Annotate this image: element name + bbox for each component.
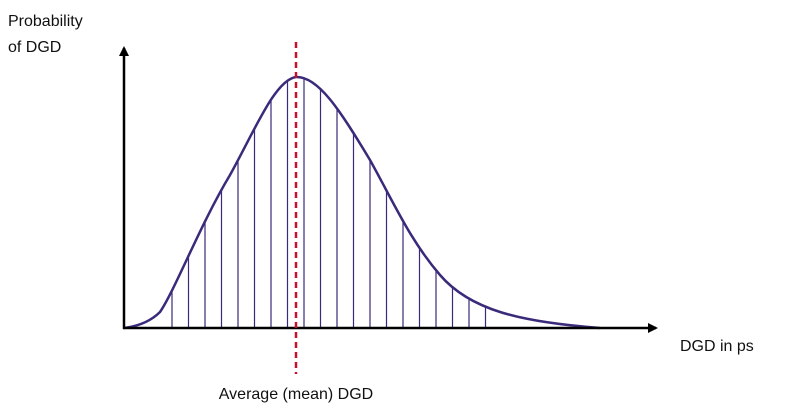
y-axis-label: Probability bbox=[8, 13, 83, 30]
distribution-curve bbox=[123, 75, 601, 330]
x-axis-label: DGD in ps bbox=[680, 338, 754, 355]
mean-label: Average (mean) DGD bbox=[219, 386, 373, 403]
y-axis-label: of DGD bbox=[8, 39, 61, 56]
hatch-lines bbox=[171, 78, 487, 328]
